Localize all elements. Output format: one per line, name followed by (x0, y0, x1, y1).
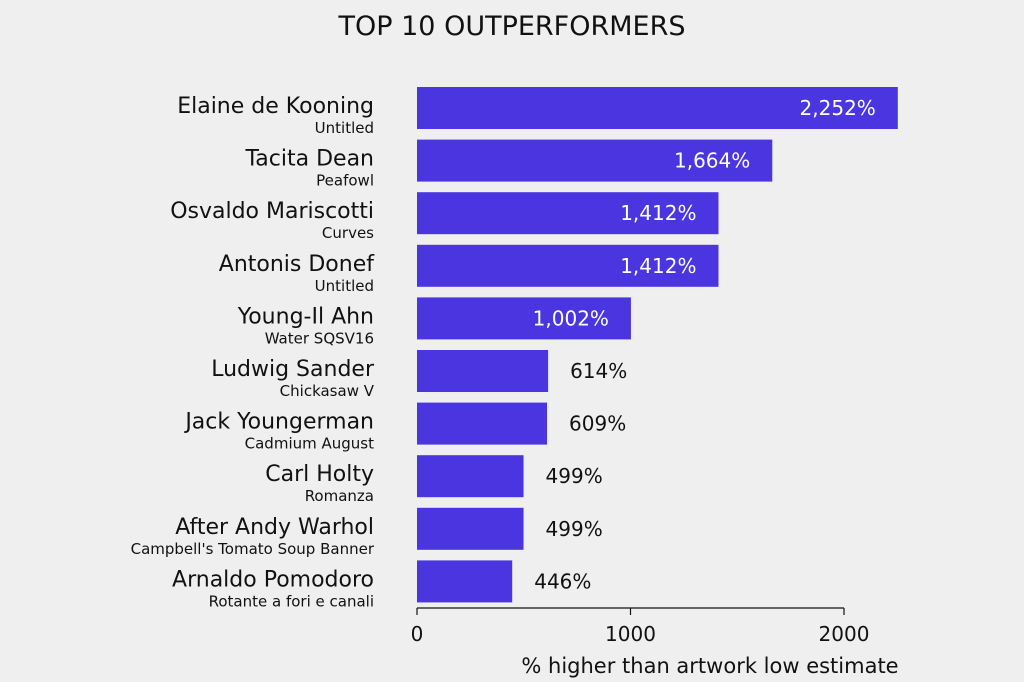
bar (417, 402, 548, 445)
artwork-label: Water SQSV16 (265, 329, 374, 347)
artwork-label: Peafowl (316, 172, 374, 190)
bar-value-label: 1,412% (620, 201, 696, 225)
artist-label: After Andy Warhol (175, 515, 374, 540)
bar (417, 297, 631, 340)
bar-value-label: 446% (534, 569, 591, 593)
x-tick-label: 2000 (819, 622, 870, 646)
bar-value-label: 1,412% (620, 254, 696, 278)
artwork-label: Untitled (315, 119, 374, 137)
artwork-label: Rotante a fori e canali (209, 592, 374, 610)
bar (417, 192, 719, 235)
artwork-label: Curves (322, 224, 374, 242)
bar (417, 455, 524, 498)
x-axis-label: % higher than artwork low estimate (521, 654, 898, 678)
bar (417, 560, 513, 603)
artist-label: Carl Holty (265, 462, 374, 487)
bar-value-label: 499% (546, 517, 603, 541)
bar (417, 507, 524, 550)
chart-title: TOP 10 OUTPERFORMERS (338, 11, 686, 42)
bar-value-label: 614% (570, 359, 627, 383)
bar-value-label: 609% (569, 412, 626, 436)
artwork-label: Cadmium August (245, 435, 374, 453)
bar-value-label: 1,664% (674, 149, 750, 173)
artwork-label: Campbell's Tomato Soup Banner (131, 540, 375, 558)
artwork-label: Untitled (315, 277, 374, 295)
bar-value-label: 2,252% (800, 96, 876, 120)
artist-label: Arnaldo Pomodoro (172, 567, 374, 592)
bar-value-label: 499% (546, 464, 603, 488)
artist-label: Osvaldo Mariscotti (170, 199, 374, 224)
artist-label: Antonis Donef (219, 252, 375, 277)
x-tick-label: 0 (411, 622, 424, 646)
artist-label: Jack Youngerman (183, 410, 374, 435)
bar (417, 244, 719, 287)
artist-label: Elaine de Kooning (177, 94, 374, 119)
bar-value-label: 1,002% (533, 306, 609, 330)
bars-group: 2,252% 1,664% 1,412% 1,412% 1,002% 614% 609% 49… (417, 87, 898, 603)
artwork-label: Romanza (305, 487, 374, 505)
artist-label: Ludwig Sander (211, 357, 375, 382)
bar (417, 87, 898, 129)
bar (417, 139, 773, 182)
x-tick-label: 1000 (605, 622, 656, 646)
bar (417, 350, 549, 392)
x-axis: 0 1000 2000 (411, 607, 870, 646)
artist-label: Young-Il Ahn (237, 304, 374, 329)
artist-label: Tacita Dean (245, 147, 375, 172)
artwork-label: Chickasaw V (280, 382, 375, 400)
